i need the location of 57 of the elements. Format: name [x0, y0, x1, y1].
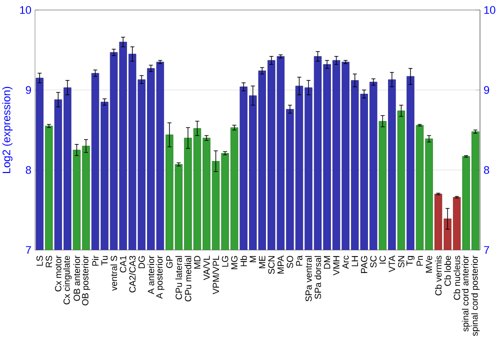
- y2-tick-label: 10: [484, 6, 496, 14]
- x-tick-label: Tu: [101, 256, 108, 266]
- x-tick-label: M: [250, 256, 256, 262]
- x-tick-label: VTA: [388, 255, 396, 272]
- x-tick-label: LS: [36, 256, 43, 266]
- y-tick-label: 8: [26, 166, 31, 174]
- x-tick-label: SN: [398, 256, 404, 268]
- x-tick-label: ME: [259, 256, 266, 268]
- x-tick-label: IC: [379, 256, 386, 264]
- x-tick-label: CPu lateral: [175, 256, 182, 300]
- y-axis-title: Log2 (expression): [2, 86, 12, 173]
- x-tick-label: SC: [370, 256, 377, 268]
- x-tick-label: Pa: [296, 255, 302, 266]
- x-tick-label: MD: [194, 256, 200, 269]
- y-tick-label: 7: [26, 246, 31, 254]
- x-tick-label: SO: [286, 256, 294, 268]
- x-tick-label: LH: [352, 256, 358, 266]
- y-tick-label: 10: [20, 6, 32, 14]
- x-tick-label: SCN: [268, 256, 275, 274]
- x-tick-label: Cx cingulate: [63, 256, 72, 304]
- x-tick-label: Cb vermis: [434, 256, 442, 296]
- x-tick-label: ventral S: [110, 256, 118, 291]
- y2-tick-label: 7: [484, 246, 490, 254]
- x-tick-label: SPa dorsal: [314, 256, 322, 299]
- y2-tick-label: 8: [484, 166, 490, 174]
- x-tick-label: VPM/VPL: [212, 256, 220, 294]
- x-tick-label: Cb lobe: [444, 256, 451, 286]
- x-tick-label: VA/VL: [203, 256, 210, 280]
- x-tick-label: Cb nucleus: [454, 256, 460, 300]
- x-tick-label: DG: [138, 256, 145, 268]
- x-tick-label: CA2/CA3: [129, 256, 136, 292]
- x-tick-label: GP: [166, 256, 173, 268]
- x-tick-label: spinal cord anterior: [462, 256, 470, 332]
- x-tick-label: MG: [231, 256, 238, 270]
- x-tick-label: Arc: [342, 256, 349, 269]
- x-tick-label: MVe: [426, 256, 432, 273]
- x-tick-label: CA1: [120, 256, 126, 272]
- y2-tick-label: 9: [484, 86, 490, 94]
- x-tick-label: RS: [46, 256, 52, 268]
- x-tick-label: A anterior: [148, 256, 154, 294]
- x-tick-label: spinal cord posterior: [471, 256, 480, 336]
- x-tick-label: Cx motor: [55, 256, 62, 292]
- x-tick-label: LG: [222, 256, 228, 267]
- x-tick-label: CPu medial: [184, 256, 192, 302]
- x-tick-label: A posterior: [156, 256, 164, 299]
- y-tick-label: 9: [26, 86, 31, 94]
- x-tick-label: VMH: [333, 256, 340, 276]
- x-tick-label: OB posterior: [82, 256, 90, 306]
- x-tick-label: Pir: [92, 256, 99, 266]
- x-tick-label: PAG: [360, 256, 368, 273]
- x-tick-label: OB anterior: [73, 256, 80, 301]
- x-tick-label: DM: [324, 256, 330, 269]
- x-tick-label: SPa ventral: [305, 256, 312, 302]
- x-tick-label: Hb: [240, 256, 247, 266]
- x-tick-label: MPA: [278, 255, 284, 274]
- x-tick-label: Tg: [406, 256, 414, 266]
- x-tick-label: Pn: [416, 256, 423, 266]
